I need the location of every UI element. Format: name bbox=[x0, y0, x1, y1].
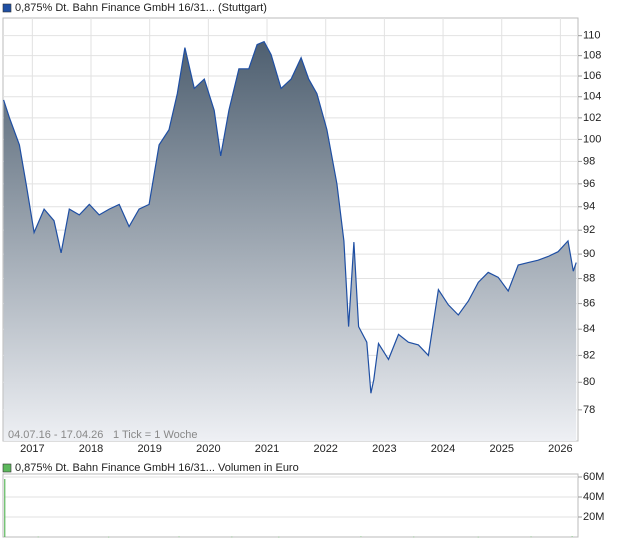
y-tick-label: 100 bbox=[583, 133, 601, 145]
y-tick-label: 82 bbox=[583, 349, 595, 361]
legend-swatch bbox=[2, 463, 12, 473]
x-tick-label: 2022 bbox=[313, 443, 337, 455]
annotation: 1 Tick = 1 Woche bbox=[113, 429, 197, 441]
bar bbox=[413, 536, 415, 538]
legend-label: 0,875% Dt. Bahn Finance GmbH 16/31... (S… bbox=[15, 2, 267, 14]
legend-label: 0,875% Dt. Bahn Finance GmbH 16/31... Vo… bbox=[15, 462, 299, 474]
annotation: 04.07.16 - 17.04.26 bbox=[8, 429, 103, 441]
bar bbox=[231, 536, 233, 538]
x-tick-label: 2018 bbox=[79, 443, 103, 455]
y-tick-label: 80 bbox=[583, 376, 595, 388]
bar bbox=[108, 536, 110, 538]
area bbox=[3, 41, 577, 441]
x-tick-label: 2023 bbox=[372, 443, 396, 455]
bar bbox=[278, 536, 280, 538]
x-tick-label: 2021 bbox=[255, 443, 279, 455]
x-tick-label: 2024 bbox=[431, 443, 455, 455]
bar bbox=[178, 536, 180, 538]
x-tick-label: 2025 bbox=[489, 443, 513, 455]
y-tick-label: 78 bbox=[583, 404, 595, 416]
y-tick-label: 20M bbox=[583, 511, 604, 523]
bar bbox=[4, 479, 6, 537]
bar bbox=[530, 536, 532, 538]
x-tick-label: 2020 bbox=[196, 443, 220, 455]
y-tick-label: 108 bbox=[583, 50, 601, 62]
y-tick-label: 110 bbox=[583, 30, 601, 42]
x-tick-label: 2019 bbox=[137, 443, 161, 455]
y-tick-label: 94 bbox=[583, 201, 595, 213]
bar bbox=[477, 536, 479, 538]
y-tick-label: 88 bbox=[583, 272, 595, 284]
y-tick-label: 90 bbox=[583, 248, 595, 260]
bar bbox=[360, 536, 362, 537]
y-tick-label: 98 bbox=[583, 155, 595, 167]
y-tick-label: 86 bbox=[583, 297, 595, 309]
x-tick-label: 2026 bbox=[548, 443, 572, 455]
y-tick-label: 96 bbox=[583, 178, 595, 190]
x-tick-label: 2017 bbox=[20, 443, 44, 455]
y-tick-label: 84 bbox=[583, 323, 595, 335]
y-tick-label: 92 bbox=[583, 224, 595, 236]
bar bbox=[571, 536, 573, 537]
y-tick-label: 60M bbox=[583, 471, 604, 483]
plot-frame bbox=[2, 473, 579, 538]
y-tick-label: 104 bbox=[583, 91, 601, 103]
y-tick-label: 102 bbox=[583, 112, 601, 124]
line bbox=[3, 40, 577, 394]
bar bbox=[37, 536, 39, 538]
y-tick-label: 40M bbox=[583, 491, 604, 503]
legend-swatch bbox=[2, 3, 12, 13]
y-tick-label: 106 bbox=[583, 70, 601, 82]
